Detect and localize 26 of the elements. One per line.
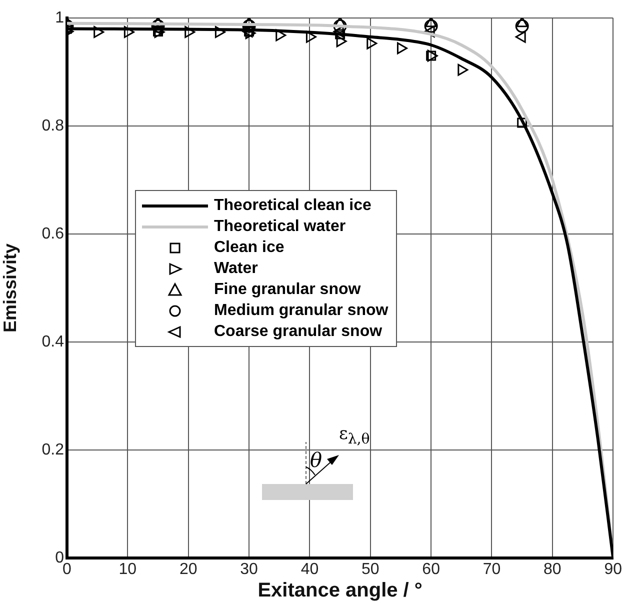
x-tick-label: 30 (240, 561, 258, 578)
x-tick-label: 40 (300, 561, 319, 578)
legend-label: Fine granular snow (214, 280, 361, 298)
legend-label: Medium granular snow (214, 302, 388, 320)
x-tick-label: 10 (118, 561, 137, 578)
legend-label: Coarse granular snow (214, 322, 382, 340)
x-axis-title: Exitance angle / ° (258, 580, 422, 602)
x-tick-label: 90 (604, 561, 622, 578)
annotation: ε$_{λ,θ}$ (339, 424, 370, 450)
x-tick-label: 60 (422, 561, 440, 578)
legend-label: Clean ice (214, 238, 284, 256)
annotation: θ (310, 448, 322, 472)
x-tick-label: 50 (361, 561, 380, 578)
legend-label: Theoretical clean ice (214, 196, 372, 214)
y-tick-label: 0.6 (42, 225, 64, 242)
legend-label: Water (214, 260, 258, 278)
y-tick-label: 1 (55, 9, 64, 26)
y-tick-label: 0 (55, 549, 64, 566)
x-tick-label: 20 (179, 561, 198, 578)
x-tick-label: 80 (544, 561, 562, 578)
x-tick-label: 70 (482, 561, 501, 578)
y-tick-label: 0.2 (42, 441, 64, 458)
y-axis-title: Emissivity (0, 243, 20, 333)
y-tick-label: 0.8 (42, 117, 64, 134)
legend-label: Theoretical water (214, 218, 346, 236)
y-tick-label: 0.4 (42, 333, 64, 350)
